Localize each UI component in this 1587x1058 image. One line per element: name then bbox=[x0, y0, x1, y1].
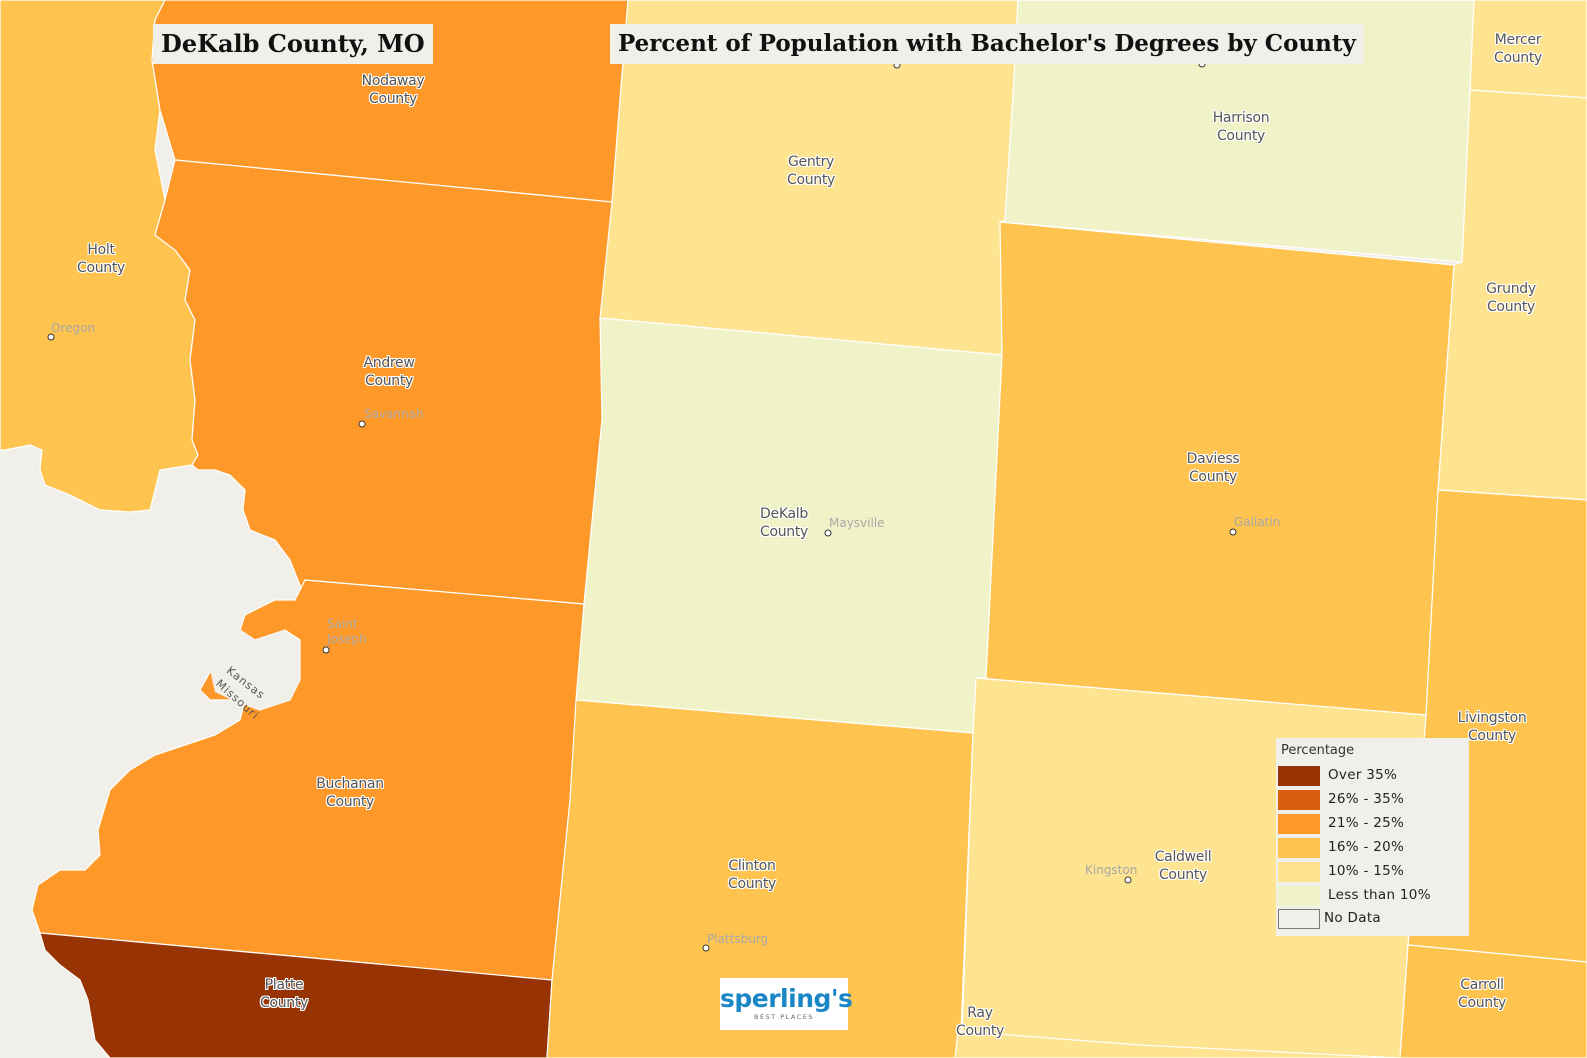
city-label-savannah: Savannah bbox=[364, 407, 424, 421]
county-label-holt: Holt County bbox=[76, 242, 126, 276]
location-title: DeKalb County, MO bbox=[153, 24, 433, 64]
city-marker-kingston[interactable] bbox=[1124, 876, 1132, 884]
county-mercer[interactable] bbox=[1469, 0, 1587, 99]
legend-item-no-data: No Data bbox=[1278, 909, 1468, 931]
county-label-buchanan: Buchanan County bbox=[316, 776, 384, 810]
legend-label: 26% - 35% bbox=[1328, 791, 1405, 807]
legend-swatch bbox=[1278, 790, 1320, 810]
logo-brand: sperling's bbox=[720, 984, 853, 1013]
legend-item-10-15: 10% - 15% bbox=[1278, 862, 1468, 884]
logo-tagline: BEST PLACES bbox=[753, 1013, 815, 1021]
county-label-andrew: Andrew County bbox=[363, 355, 415, 389]
city-label-kingston: Kingston bbox=[1085, 863, 1138, 877]
legend-label: 16% - 20% bbox=[1328, 839, 1405, 855]
legend-swatch bbox=[1278, 766, 1320, 786]
county-label-carroll: Carroll County bbox=[1457, 977, 1507, 1011]
county-label-dekalb: DeKalb County bbox=[759, 506, 809, 540]
county-label-nodaway: Nodaway County bbox=[361, 73, 425, 107]
county-label-harrison: Harrison County bbox=[1212, 110, 1270, 144]
map-legend: Percentage Over 35% 26% - 35% 21% - 25% … bbox=[1276, 738, 1469, 936]
sperlings-logo[interactable]: sperling's BEST PLACES bbox=[720, 978, 853, 1030]
legend-swatch bbox=[1278, 909, 1320, 929]
legend-label: 10% - 15% bbox=[1328, 863, 1405, 879]
city-marker-savannah[interactable] bbox=[358, 420, 366, 428]
legend-label: 21% - 25% bbox=[1328, 815, 1405, 831]
county-label-mercer: Mercer County bbox=[1493, 32, 1543, 66]
legend-swatch bbox=[1278, 862, 1320, 882]
county-label-daviess: Daviess County bbox=[1186, 451, 1240, 485]
city-marker-maysville[interactable] bbox=[824, 529, 832, 537]
city-label-maysville: Maysville bbox=[829, 516, 885, 530]
county-label-caldwell: Caldwell County bbox=[1154, 849, 1212, 883]
county-label-clinton: Clinton County bbox=[727, 858, 777, 892]
river-cutout bbox=[210, 630, 300, 710]
legend-label: Less than 10% bbox=[1328, 887, 1431, 903]
legend-label: Over 35% bbox=[1328, 767, 1398, 783]
city-marker-oregon[interactable] bbox=[47, 333, 55, 341]
county-label-livingston: Livingston County bbox=[1457, 710, 1527, 744]
city-marker-saint-joseph[interactable] bbox=[322, 646, 330, 654]
legend-swatch bbox=[1278, 814, 1320, 834]
legend-title: Percentage bbox=[1281, 743, 1355, 758]
county-label-grundy: Grundy County bbox=[1486, 281, 1536, 315]
legend-item-over-35: Over 35% bbox=[1278, 766, 1468, 788]
city-label-plattsburg: Plattsburg bbox=[707, 932, 769, 946]
county-carroll[interactable] bbox=[1399, 944, 1587, 1058]
county-label-gentry: Gentry County bbox=[786, 154, 836, 188]
city-label-gallatin: Gallatin bbox=[1234, 515, 1281, 529]
legend-swatch bbox=[1278, 886, 1320, 906]
legend-item-16-20: 16% - 20% bbox=[1278, 838, 1468, 860]
city-label-oregon: Oregon bbox=[51, 321, 96, 335]
city-marker-gallatin[interactable] bbox=[1229, 528, 1237, 536]
county-ray[interactable] bbox=[954, 1030, 1401, 1058]
legend-item-26-35: 26% - 35% bbox=[1278, 790, 1468, 812]
city-label-saint-joseph: Saint Joseph bbox=[327, 617, 367, 646]
legend-swatch bbox=[1278, 838, 1320, 858]
county-label-platte: Platte County bbox=[259, 977, 309, 1011]
map-title: Percent of Population with Bachelor's De… bbox=[610, 24, 1364, 64]
legend-item-21-25: 21% - 25% bbox=[1278, 814, 1468, 836]
city-marker-plattsburg[interactable] bbox=[702, 944, 710, 952]
county-label-ray: Ray County bbox=[955, 1005, 1005, 1039]
legend-item-under-10: Less than 10% bbox=[1278, 886, 1468, 908]
legend-label: No Data bbox=[1324, 910, 1381, 926]
